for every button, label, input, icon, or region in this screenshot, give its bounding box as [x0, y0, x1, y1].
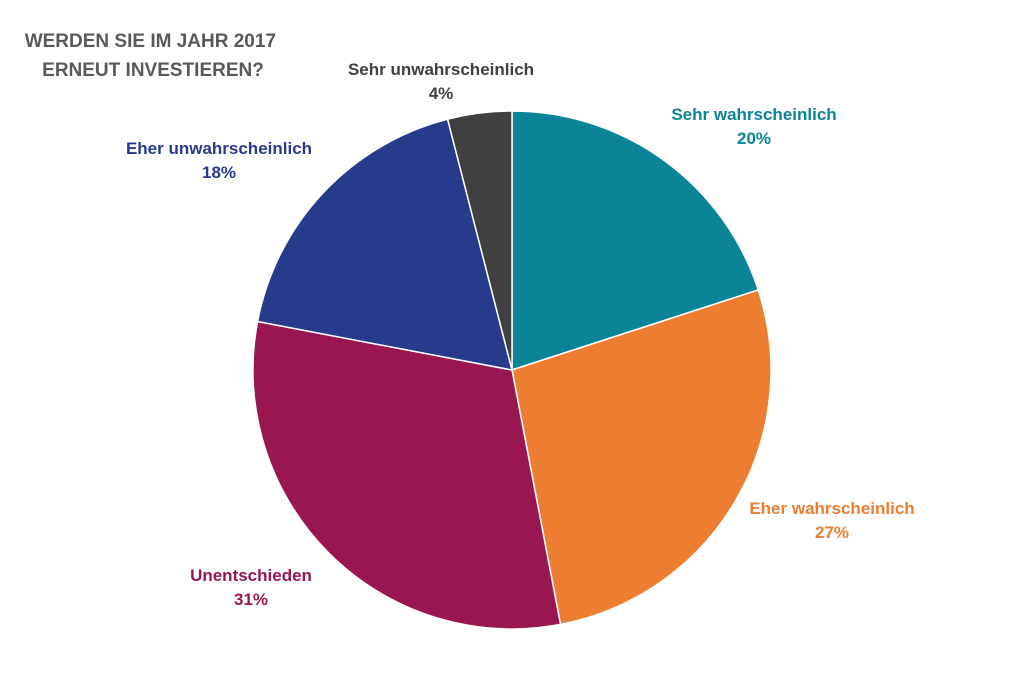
- data-label: Sehr wahrscheinlich 20%: [671, 105, 836, 148]
- data-label: Eher wahrscheinlich 27%: [749, 499, 914, 542]
- data-label-category: Sehr wahrscheinlich: [671, 105, 836, 124]
- pie-slice-sehr-wahrscheinlich: [511, 110, 760, 372]
- pie-slice-eher-wahrscheinlich: [511, 289, 772, 626]
- pie-slice-unentschieden: [252, 320, 562, 630]
- data-label: Eher unwahrscheinlich 18%: [126, 139, 312, 182]
- data-label-value: 31%: [234, 590, 268, 609]
- data-label-value: 18%: [202, 163, 236, 182]
- pie-slices: [252, 110, 772, 630]
- data-label: Sehr unwahrscheinlich 4%: [348, 60, 534, 103]
- data-label-value: 27%: [815, 523, 849, 542]
- data-label-value: 20%: [737, 129, 771, 148]
- chart-title-line-1: WERDEN SIE IM JAHR 2017: [25, 31, 276, 52]
- pie-labels: Sehr wahrscheinlich 20% Eher wahrscheinlic…: [126, 60, 915, 609]
- data-label-category: Eher wahrscheinlich: [749, 499, 914, 518]
- data-label-value: 4%: [429, 84, 454, 103]
- data-label: Unentschieden 31%: [190, 566, 312, 609]
- data-label-category: Unentschieden: [190, 566, 312, 585]
- chart-title-line-2: ERNEUT INVESTIEREN?: [42, 60, 264, 81]
- data-label-category: Eher unwahrscheinlich: [126, 139, 312, 158]
- chart-title: WERDEN SIE IM JAHR 2017 ERNEUT INVESTIER…: [25, 31, 282, 81]
- pie-slice-sehr-unwahrscheinlich: [446, 110, 513, 371]
- pie-slice-eher-unwahrscheinlich: [256, 118, 514, 371]
- data-label-category: Sehr unwahrscheinlich: [348, 60, 534, 79]
